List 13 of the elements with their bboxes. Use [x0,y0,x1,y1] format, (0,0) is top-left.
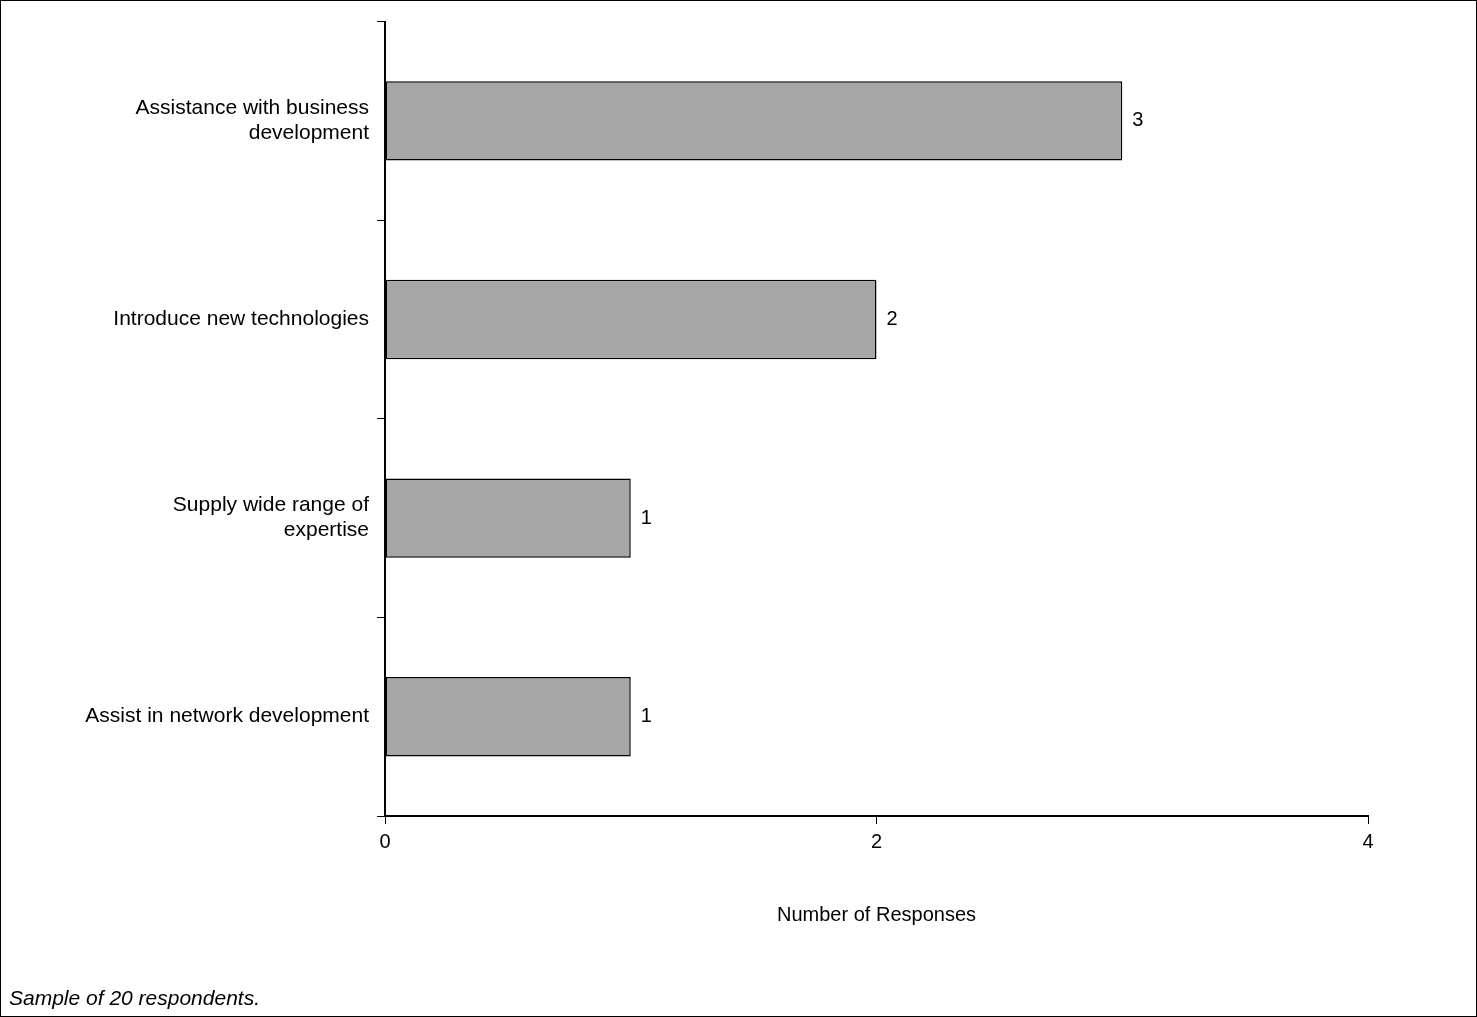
y-tick-label: Supply wide range of expertise [172,492,370,541]
data-label: 1 [640,505,652,528]
x-tick-label: 2 [870,829,883,852]
text: Sample of 20 respondents. [9,986,260,1010]
x-tick-label: 4 [1362,829,1374,852]
x-axis-title: Number of Responses [777,902,976,925]
y-tick-label: Assist in network development [85,703,370,727]
y-tick-label: Assistance with business development [135,95,370,144]
y-tick-label: Introduce new technologies [113,306,369,330]
data-label: 2 [886,307,898,330]
data-label: 3 [1132,108,1144,131]
x-tick-label: 0 [379,829,391,852]
data-label: 1 [640,704,652,727]
